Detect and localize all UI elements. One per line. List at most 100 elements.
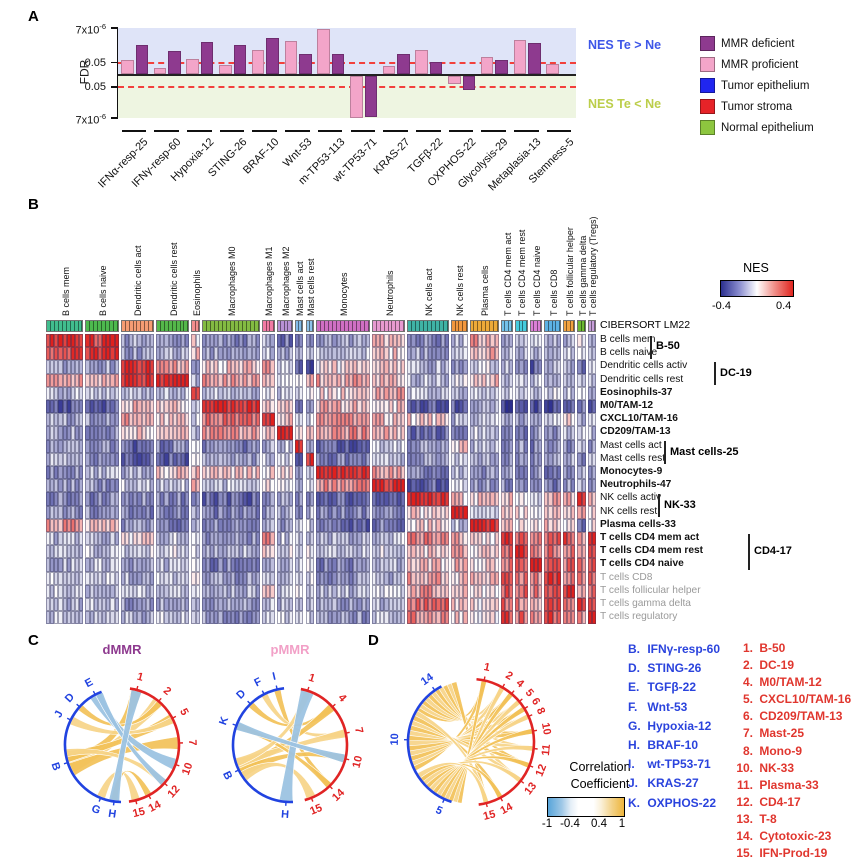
heatmap-cell bbox=[459, 571, 464, 585]
strip-cell bbox=[320, 321, 325, 331]
heatmap-cell bbox=[262, 386, 267, 400]
heatmap-cell bbox=[205, 479, 211, 493]
strip-cell bbox=[400, 321, 405, 331]
heatmap-cell bbox=[455, 386, 460, 400]
heatmap-cell bbox=[195, 400, 200, 414]
heatmap-row-segment bbox=[515, 413, 528, 427]
heatmap-cell bbox=[529, 611, 534, 625]
heatmap-cell bbox=[477, 532, 483, 546]
heatmap-cell bbox=[392, 386, 397, 400]
heatmap-cell bbox=[490, 532, 495, 546]
heatmap-cell bbox=[270, 611, 275, 625]
heatmap-row-segment bbox=[450, 400, 468, 414]
heatmap-cell bbox=[477, 571, 483, 585]
cibersort-group-strip bbox=[469, 320, 499, 332]
heatmap-row-segment bbox=[469, 518, 499, 532]
strip-cell bbox=[218, 321, 223, 331]
bar-mmr-proficient bbox=[219, 64, 232, 74]
heatmap-cell bbox=[477, 386, 483, 400]
strip-cell bbox=[570, 321, 575, 331]
heatmap-cell bbox=[156, 452, 161, 466]
heatmap-cell bbox=[432, 386, 437, 400]
heatmap-cell bbox=[361, 532, 366, 546]
heatmap-cell bbox=[145, 452, 150, 466]
heatmap-cell bbox=[336, 347, 341, 361]
heatmap-row-segment bbox=[529, 334, 543, 348]
heatmap-cell bbox=[490, 466, 495, 480]
heatmap-cell bbox=[529, 400, 534, 414]
heatmap-cell bbox=[114, 360, 119, 374]
heatmap-cell bbox=[160, 400, 165, 414]
heatmap-cell bbox=[195, 386, 200, 400]
heatmap-cell bbox=[133, 584, 138, 598]
heatmap-row-segment bbox=[562, 558, 576, 572]
heatmap-cell bbox=[133, 505, 138, 519]
heatmap-cell bbox=[50, 439, 55, 453]
heatmap-row-segment bbox=[469, 505, 499, 519]
heatmap-cell bbox=[567, 347, 572, 361]
x-axis-category-dash bbox=[481, 130, 507, 132]
heatmap-cell bbox=[230, 452, 235, 466]
heatmap-cell bbox=[120, 532, 125, 546]
heatmap-cell bbox=[396, 373, 402, 387]
heatmap-cell bbox=[469, 611, 474, 625]
heatmap-cell bbox=[201, 598, 206, 612]
heatmap-cell bbox=[357, 426, 362, 440]
heatmap-row-segment bbox=[262, 347, 275, 361]
heatmap-cell bbox=[102, 598, 107, 612]
heatmap-cell bbox=[428, 373, 433, 387]
heatmap-cell bbox=[137, 558, 142, 572]
heatmap-cell bbox=[176, 373, 182, 387]
heatmap-cell bbox=[124, 334, 130, 348]
heatmap-cell bbox=[519, 611, 524, 625]
heatmap-cell bbox=[357, 360, 362, 374]
heatmap-cell bbox=[533, 479, 539, 493]
heatmap-cell bbox=[251, 505, 256, 519]
heatmap-cell bbox=[168, 386, 173, 400]
strip-cell bbox=[145, 321, 150, 331]
bar-mmr-proficient bbox=[546, 63, 559, 74]
heatmap-cell bbox=[156, 386, 161, 400]
heatmap-cell bbox=[205, 505, 211, 519]
heatmap-cell bbox=[504, 373, 510, 387]
heatmap-cell bbox=[407, 532, 412, 546]
heatmap-row-segment bbox=[315, 386, 370, 400]
heatmap-row-segment bbox=[120, 532, 155, 546]
heatmap-cell bbox=[450, 611, 456, 625]
heatmap-cell bbox=[50, 426, 55, 440]
heatmap-row-segment bbox=[529, 505, 543, 519]
heatmap-cell bbox=[504, 518, 510, 532]
heatmap-cell bbox=[577, 584, 582, 598]
heatmap-cell bbox=[562, 558, 567, 572]
strip-cell bbox=[591, 321, 595, 331]
heatmap-cell bbox=[328, 545, 333, 559]
heatmap-cell bbox=[160, 386, 165, 400]
heatmap-cell bbox=[509, 545, 514, 559]
heatmap-cell bbox=[515, 571, 520, 585]
heatmap-cell bbox=[89, 413, 94, 427]
strip-cell bbox=[195, 321, 199, 331]
heatmap-cell bbox=[504, 334, 510, 348]
arc-tick bbox=[310, 797, 314, 802]
heatmap-cell bbox=[284, 598, 289, 612]
strip-cell bbox=[578, 321, 582, 331]
heatmap-cell bbox=[66, 505, 71, 519]
heatmap-cell bbox=[181, 466, 186, 480]
heatmap-cell bbox=[388, 466, 393, 480]
heatmap-cell bbox=[340, 584, 345, 598]
heatmap-cell bbox=[324, 347, 329, 361]
heatmap-row-segment bbox=[315, 466, 370, 480]
cibersort-group-strip bbox=[156, 320, 190, 332]
heatmap-row-segment bbox=[515, 334, 528, 348]
heatmap-cell bbox=[581, 545, 586, 559]
heatmap-cell bbox=[371, 439, 377, 453]
heatmap-cell bbox=[85, 558, 90, 572]
blue-arc bbox=[406, 685, 452, 804]
heatmap-cell bbox=[85, 386, 90, 400]
heatmap-cell bbox=[97, 611, 103, 625]
bar-mmr-deficient bbox=[200, 42, 214, 74]
heatmap-cell bbox=[288, 360, 294, 374]
heatmap-row-segment bbox=[577, 439, 586, 453]
signature-legend-list: B. IFNγ-resp-60 D. STING-26 E. TGFβ-22 F. W… bbox=[628, 640, 720, 813]
heatmap-row-label: Eosinophils-37 bbox=[600, 386, 673, 398]
